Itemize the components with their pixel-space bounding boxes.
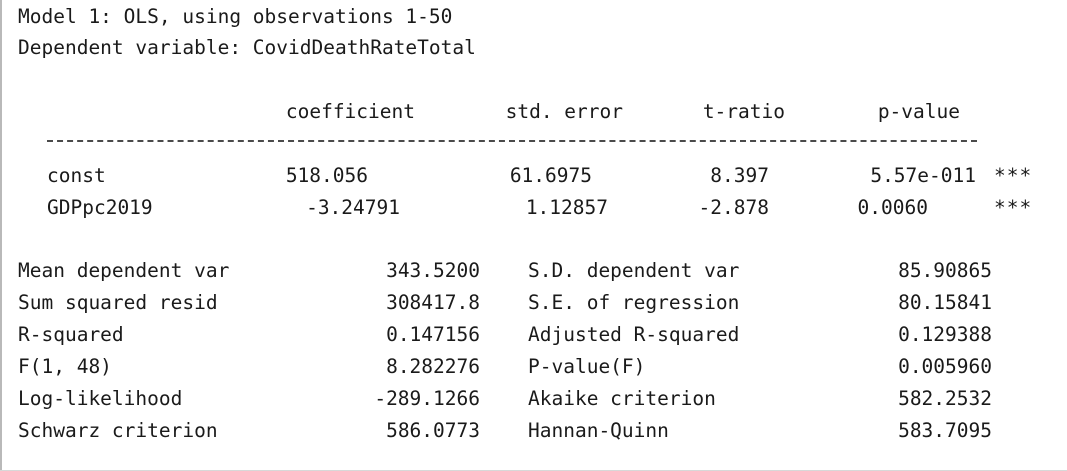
row-t-ratio: -2.878	[698, 196, 769, 219]
stat-value: 0.147156	[386, 323, 480, 346]
stat-label: Mean dependent var	[18, 259, 230, 282]
row-name: const	[47, 164, 106, 187]
col-header-std-error: std. error	[505, 100, 623, 123]
col-header-p-value: p-value	[877, 100, 960, 123]
significance-stars: ***	[994, 164, 1033, 187]
stat-value: 8.282276	[386, 355, 480, 378]
col-header-coefficient: coefficient	[285, 100, 415, 123]
stat-label: Schwarz criterion	[18, 419, 218, 442]
stat-value: 308417.8	[386, 291, 480, 314]
stat-label: Adjusted R-squared	[528, 323, 740, 346]
row-coefficient: 518.056	[285, 164, 368, 187]
stat-label: R-squared	[18, 323, 124, 346]
stat-value: 583.7095	[898, 419, 992, 442]
row-coefficient: -3.24791	[306, 196, 400, 219]
stat-value: 85.90865	[898, 259, 992, 282]
stat-value: 0.129388	[898, 323, 992, 346]
row-name: GDPpc2019	[47, 196, 153, 219]
row-p-value: 5.57e-011	[870, 164, 976, 187]
row-p-value: 0.0060	[857, 196, 928, 219]
stat-label: P-value(F)	[528, 355, 646, 378]
row-std-error: 61.6975	[509, 164, 592, 187]
stat-label: Log-likelihood	[18, 387, 183, 410]
row-std-error: 1.12857	[525, 196, 608, 219]
stat-value: 582.2532	[898, 387, 992, 410]
model-title: Model 1: OLS, using observations 1-50	[18, 5, 453, 28]
stat-value: 586.0773	[386, 419, 480, 442]
stat-value: 0.005960	[898, 355, 992, 378]
col-header-t-ratio: t-ratio	[702, 100, 785, 123]
stat-value: 80.15841	[898, 291, 992, 314]
stat-label: F(1, 48)	[18, 355, 112, 378]
table-separator	[47, 140, 977, 142]
window-left-border	[0, 0, 2, 471]
stat-label: Akaike criterion	[528, 387, 716, 410]
significance-stars: ***	[994, 196, 1033, 219]
stat-value: -289.1266	[374, 387, 480, 410]
dependent-variable-line: Dependent variable: CovidDeathRateTotal	[18, 36, 476, 59]
stat-label: Hannan-Quinn	[528, 419, 669, 442]
stat-label: Sum squared resid	[18, 291, 218, 314]
stat-value: 343.5200	[386, 259, 480, 282]
row-t-ratio: 8.397	[710, 164, 769, 187]
stat-label: S.D. dependent var	[528, 259, 740, 282]
stat-label: S.E. of regression	[528, 291, 740, 314]
